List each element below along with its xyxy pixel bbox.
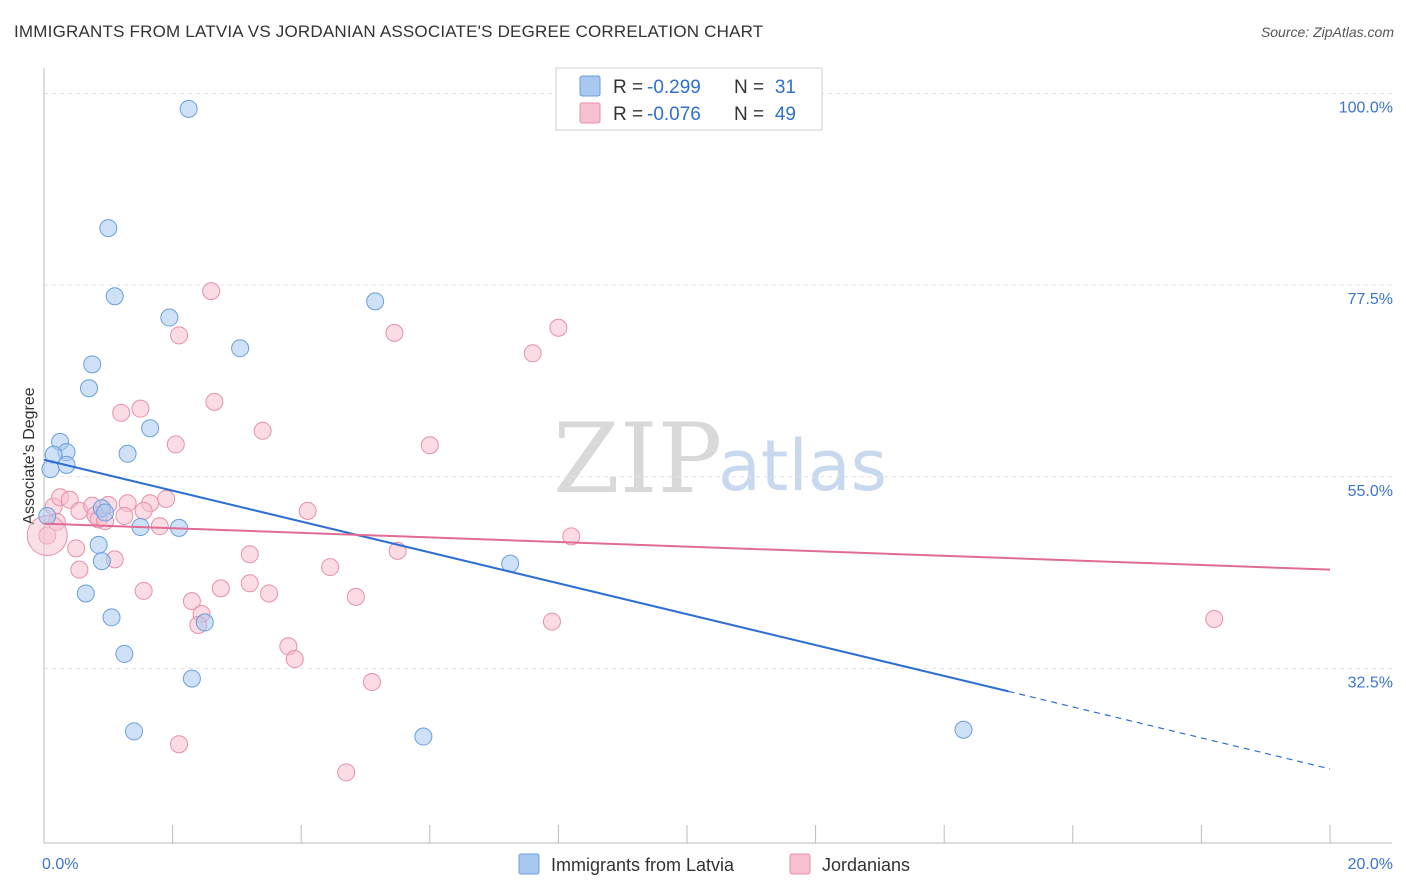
data-point	[562, 527, 581, 546]
data-point	[362, 673, 381, 692]
data-point	[253, 421, 272, 440]
data-point	[89, 535, 108, 554]
legend-swatch-latvia	[579, 75, 601, 97]
data-point	[321, 558, 340, 577]
bottom-legend-label-latvia: Immigrants from Latvia	[551, 855, 735, 875]
data-point	[76, 584, 95, 603]
watermark-atlas: atlas	[718, 425, 887, 507]
data-point	[298, 501, 317, 520]
series-jordanians	[26, 282, 1224, 782]
data-point	[285, 650, 304, 669]
y-tick-label: 32.5%	[1348, 674, 1393, 691]
y-tick-label: 100.0%	[1339, 100, 1393, 117]
series-latvia	[38, 99, 973, 746]
data-point	[202, 282, 221, 301]
data-point	[420, 436, 439, 455]
legend-r-value-1: -0.299	[647, 77, 701, 98]
data-point	[542, 612, 561, 631]
data-point	[179, 99, 198, 118]
data-point	[125, 722, 144, 741]
data-point	[195, 613, 214, 632]
data-point	[240, 574, 259, 593]
bottom-legend-swatch-latvia	[518, 853, 540, 875]
data-point	[131, 399, 150, 418]
data-point	[337, 763, 356, 782]
series-legend: Immigrants from Latvia Jordanians	[518, 853, 910, 875]
data-point	[366, 292, 385, 311]
data-point	[414, 727, 433, 746]
data-point	[105, 287, 124, 306]
legend-n-label-2: N =	[734, 104, 764, 125]
axes	[43, 68, 1392, 844]
data-point	[112, 403, 131, 422]
bottom-legend-label-jordanians: Jordanians	[822, 855, 910, 875]
legend-swatch-jordanians	[579, 102, 601, 124]
stats-legend: R = -0.299 N = 31 R = -0.076 N = 49	[555, 67, 823, 131]
data-point	[523, 344, 542, 363]
data-point	[231, 339, 250, 358]
data-point	[182, 592, 201, 611]
trend-lines	[43, 458, 1331, 770]
data-point	[70, 560, 89, 579]
data-point	[83, 355, 102, 374]
data-point	[150, 517, 169, 536]
data-point	[118, 444, 137, 463]
data-point	[170, 735, 189, 754]
legend-n-label-1: N =	[734, 77, 764, 98]
data-point	[205, 392, 224, 411]
y-tick-label: 55.0%	[1348, 483, 1393, 500]
data-point	[1205, 610, 1224, 629]
bottom-legend-swatch-jordanians	[789, 853, 811, 875]
data-point	[80, 379, 99, 398]
x-tick-label-min: 0.0%	[42, 856, 78, 873]
chart-title: IMMIGRANTS FROM LATVIA VS JORDANIAN ASSO…	[14, 22, 764, 41]
data-point	[211, 579, 230, 598]
legend-n-value-1: 31	[775, 77, 796, 98]
data-point	[67, 539, 86, 558]
data-point	[115, 644, 134, 663]
data-point	[160, 308, 179, 327]
y-tick-label: 77.5%	[1348, 291, 1393, 308]
y-tick-labels: 100.0% 77.5% 55.0% 32.5%	[1339, 100, 1393, 692]
data-point	[157, 489, 176, 508]
trend-line	[43, 522, 1331, 571]
data-point	[166, 435, 185, 454]
legend-r-label-2: R =	[613, 104, 643, 125]
data-point	[240, 545, 259, 564]
data-point	[954, 720, 973, 739]
x-ticks	[43, 825, 1331, 843]
legend-r-value-2: -0.076	[647, 104, 701, 125]
data-point	[346, 587, 365, 606]
data-point	[170, 326, 189, 345]
trend-line	[43, 458, 1009, 693]
data-point	[96, 503, 115, 522]
legend-r-label-1: R =	[613, 77, 643, 98]
trend-line-extension	[1008, 690, 1331, 770]
data-point	[99, 219, 118, 238]
data-point	[134, 501, 153, 520]
data-point	[141, 419, 160, 438]
data-point	[134, 581, 153, 600]
y-axis-title: Associate's Degree	[21, 387, 38, 524]
data-point	[182, 669, 201, 688]
data-point	[115, 506, 134, 525]
data-point	[92, 552, 111, 571]
data-point	[385, 323, 404, 342]
data-point	[549, 318, 568, 337]
watermark-zip: ZIP	[553, 403, 722, 515]
legend-n-value-2: 49	[775, 104, 796, 125]
source-label: Source: ZipAtlas.com	[1260, 24, 1394, 40]
data-point	[102, 608, 121, 627]
data-point	[38, 506, 57, 525]
x-tick-label-max: 20.0%	[1348, 856, 1393, 873]
data-point	[260, 584, 279, 603]
